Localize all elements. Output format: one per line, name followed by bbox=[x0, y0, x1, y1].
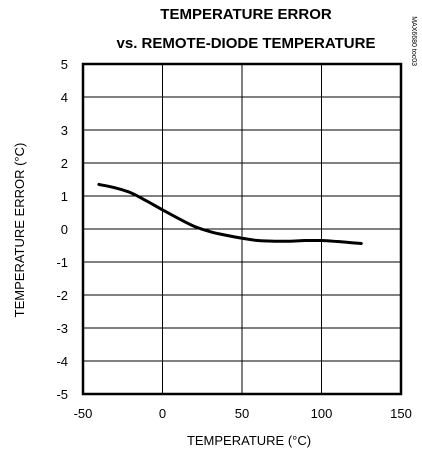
y-tick-label: -5 bbox=[56, 387, 68, 402]
y-tick-label: 2 bbox=[61, 156, 68, 171]
plot-frame bbox=[81, 62, 403, 396]
y-axis-label: TEMPERATURE ERROR (°C) bbox=[12, 143, 27, 318]
y-tick-label: 4 bbox=[61, 90, 68, 105]
y-tick-label: 3 bbox=[61, 123, 68, 138]
x-tick-label: 100 bbox=[311, 406, 333, 421]
y-tick-label: 0 bbox=[61, 222, 68, 237]
series-line-0 bbox=[97, 182, 363, 246]
y-tick-label: -3 bbox=[56, 321, 68, 336]
y-tick-label: 5 bbox=[61, 57, 68, 72]
x-tick-label: 150 bbox=[390, 406, 412, 421]
y-tick-label: -4 bbox=[56, 354, 68, 369]
chart-title-line-2: vs. REMOTE-DIODE TEMPERATURE bbox=[117, 35, 376, 52]
y-tick-label: 1 bbox=[61, 189, 68, 204]
grid bbox=[83, 64, 401, 394]
watermark: MAX6680 toc03 bbox=[410, 16, 417, 66]
y-tick-label: -2 bbox=[56, 288, 68, 303]
series-layer bbox=[97, 182, 363, 246]
x-tick-label: 50 bbox=[235, 406, 249, 421]
x-tick-label: -50 bbox=[74, 406, 93, 421]
x-axis-label: TEMPERATURE (°C) bbox=[187, 433, 311, 448]
y-tick-labels: -5 -4 -3 -2 -1 0 1 2 3 4 5 bbox=[56, 57, 68, 402]
y-tick-label: -1 bbox=[56, 255, 68, 270]
chart-title-line-1: TEMPERATURE ERROR bbox=[160, 6, 332, 23]
x-tick-labels: -50 0 50 100 150 bbox=[74, 406, 412, 421]
x-tick-label: 0 bbox=[159, 406, 166, 421]
